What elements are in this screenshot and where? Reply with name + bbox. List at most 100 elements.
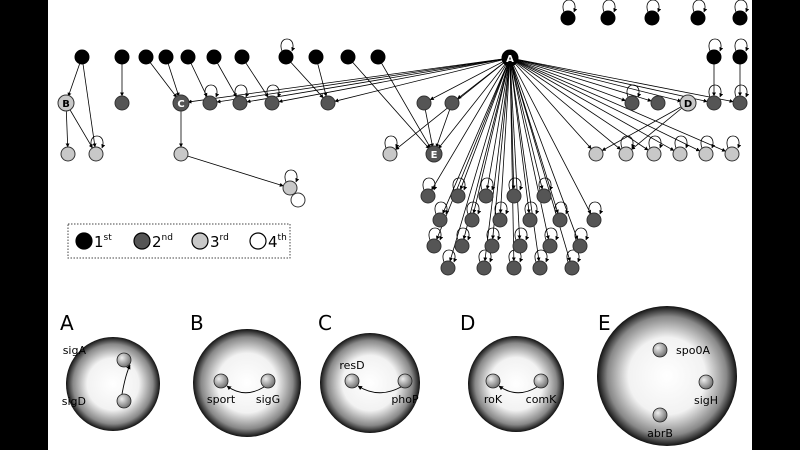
- panel-letter: A: [60, 311, 74, 335]
- motif-edge: [357, 385, 402, 394]
- node-order-3: [60, 146, 76, 162]
- edge: [472, 57, 511, 214]
- node-order-3: [618, 146, 634, 162]
- self-loop: [648, 135, 664, 149]
- edge: [213, 56, 237, 98]
- node-order-1: [308, 49, 324, 65]
- self-loop: [674, 135, 690, 149]
- edge: [631, 102, 689, 150]
- gene-label: resD: [339, 359, 364, 372]
- self-loop: [626, 84, 642, 98]
- node-order-2: [444, 95, 460, 111]
- hub-label: E: [431, 150, 438, 161]
- node-order-2: [202, 95, 218, 111]
- node-order-2: [572, 238, 588, 254]
- edge: [180, 153, 284, 187]
- legend-swatch: [191, 232, 209, 250]
- node-order-2: [440, 260, 456, 276]
- edge: [438, 57, 511, 149]
- gene-node: [652, 407, 668, 423]
- edge: [509, 57, 544, 190]
- edge: [347, 56, 430, 150]
- edge: [509, 57, 621, 150]
- panel-letter: B: [190, 311, 204, 335]
- node-order-3: [698, 146, 714, 162]
- edge: [509, 57, 649, 151]
- self-loop: [90, 135, 106, 149]
- node-order-2: [416, 95, 432, 111]
- edge: [278, 57, 511, 103]
- legend-swatch: [249, 232, 267, 250]
- node-order-2: [506, 188, 522, 204]
- edge: [377, 56, 431, 149]
- edge: [449, 57, 511, 262]
- node-order-2: [564, 260, 580, 276]
- edge: [436, 57, 511, 240]
- node-order-2: [172, 94, 190, 112]
- self-loop: [486, 227, 502, 241]
- gene-node: [213, 373, 229, 389]
- self-loop: [284, 169, 300, 183]
- node-order-1: [706, 49, 722, 65]
- edge: [509, 57, 726, 152]
- self-loop: [442, 249, 458, 263]
- node-order-3: [282, 180, 298, 196]
- node-order-2: [512, 238, 528, 254]
- edge: [509, 57, 516, 262]
- node-order-3: [382, 146, 398, 162]
- self-loop: [588, 201, 604, 215]
- hub-label: B: [62, 99, 70, 110]
- gene-label: sigD: [62, 395, 86, 408]
- self-loop: [538, 177, 554, 191]
- node-order-3: [588, 146, 604, 162]
- gene-node: [698, 374, 714, 390]
- edge: [491, 57, 511, 240]
- node-order-1: [74, 49, 90, 65]
- edge: [145, 56, 178, 98]
- motif-sphere: [66, 337, 160, 431]
- self-loop: [646, 0, 662, 13]
- node-order-2: [454, 238, 470, 254]
- node-order-3: [88, 146, 104, 162]
- node-order-2: [464, 212, 480, 228]
- self-loop: [734, 84, 750, 98]
- edge: [509, 57, 592, 215]
- legend-swatch: [75, 232, 93, 250]
- edge: [81, 56, 97, 148]
- legend-label: 2nd: [152, 233, 173, 251]
- node-order-2: [484, 238, 500, 254]
- self-loop: [494, 201, 510, 215]
- edge: [241, 56, 269, 98]
- node-order-1: [644, 10, 660, 26]
- node-order-1: [158, 49, 174, 65]
- node-order-1: [206, 49, 222, 65]
- self-loop: [574, 227, 590, 241]
- motif-edge: [498, 385, 538, 394]
- node-order-2: [552, 212, 568, 228]
- gene-label: phoP: [391, 393, 419, 406]
- node-order-2: [420, 188, 436, 204]
- edge: [246, 57, 511, 104]
- node-order-1: [234, 49, 250, 65]
- edge: [483, 57, 511, 262]
- node-order-1: [114, 49, 130, 65]
- gene-node: [652, 342, 668, 358]
- node-order-2: [114, 95, 130, 111]
- self-loop: [708, 38, 724, 52]
- edge: [429, 57, 511, 101]
- self-loop: [544, 227, 560, 241]
- edge: [485, 57, 511, 190]
- gene-label: roK: [484, 393, 503, 406]
- node-order-3: [679, 94, 697, 112]
- gene-label: sigG: [256, 393, 280, 406]
- node-order-2: [536, 188, 552, 204]
- self-loop: [562, 0, 578, 13]
- node-order-1: [278, 49, 294, 65]
- gene-label: sigA: [63, 344, 87, 357]
- self-loop: [204, 84, 220, 98]
- node-order-3: [173, 146, 189, 162]
- self-loop: [708, 84, 724, 98]
- gene-node: [344, 373, 360, 389]
- edge: [509, 57, 579, 240]
- hub-label: A: [506, 54, 514, 65]
